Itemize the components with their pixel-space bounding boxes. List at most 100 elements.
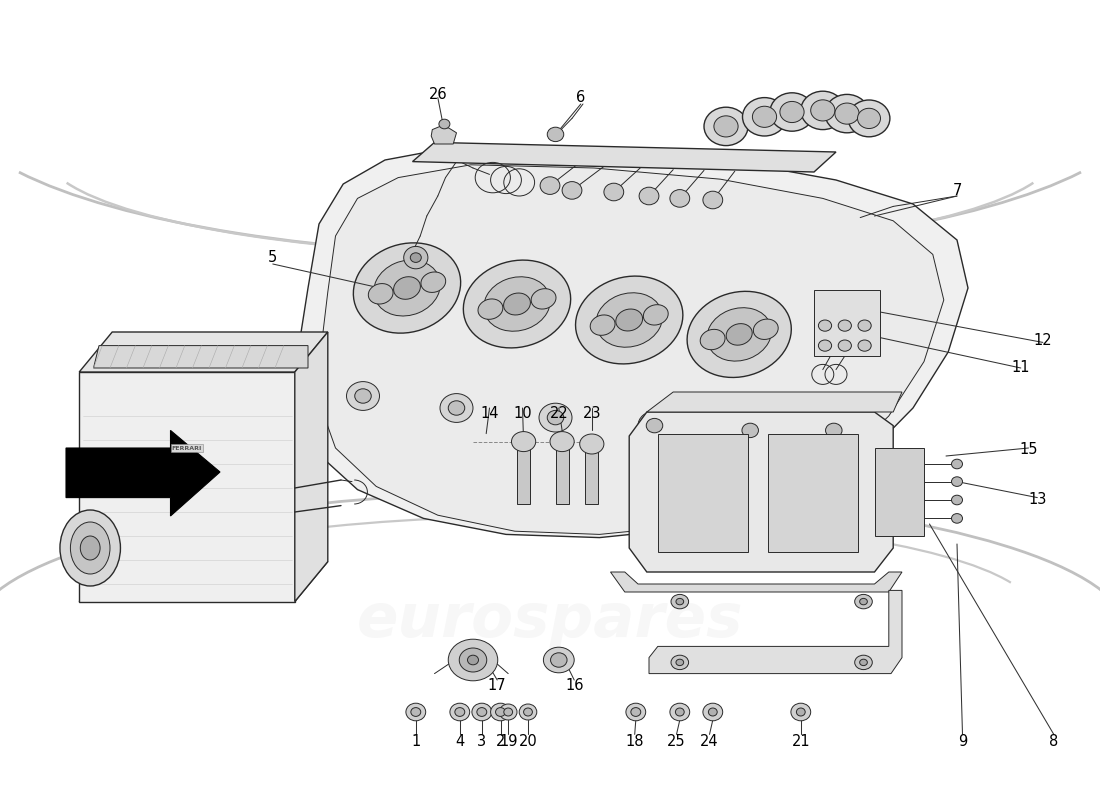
Ellipse shape [770,93,814,131]
Ellipse shape [838,340,851,351]
Ellipse shape [825,94,869,133]
Bar [768,434,858,552]
Text: 25: 25 [668,734,685,749]
Ellipse shape [354,389,372,403]
Polygon shape [319,165,944,534]
Ellipse shape [860,659,867,666]
Ellipse shape [463,260,571,348]
Ellipse shape [858,320,871,331]
Ellipse shape [707,308,771,361]
Text: 11: 11 [1012,361,1030,375]
Ellipse shape [703,191,723,209]
Text: 4: 4 [455,734,464,749]
Ellipse shape [848,100,890,137]
Ellipse shape [596,293,662,347]
Ellipse shape [791,703,811,721]
Ellipse shape [858,340,871,351]
Ellipse shape [742,98,786,136]
Text: 14: 14 [481,406,498,421]
Ellipse shape [714,116,738,137]
Ellipse shape [468,655,478,665]
Text: 5: 5 [268,250,277,265]
Polygon shape [874,448,924,536]
Polygon shape [79,562,328,602]
Ellipse shape [353,243,461,333]
Ellipse shape [406,703,426,721]
Ellipse shape [454,707,464,717]
Text: 6: 6 [576,90,585,105]
Text: 1: 1 [411,734,420,749]
Polygon shape [66,430,220,516]
Ellipse shape [478,299,503,319]
Ellipse shape [752,106,777,127]
Ellipse shape [504,708,513,716]
Ellipse shape [835,103,859,124]
Ellipse shape [499,704,517,720]
Text: 12: 12 [1034,333,1052,347]
Ellipse shape [440,394,473,422]
Ellipse shape [394,277,420,299]
Ellipse shape [855,655,872,670]
Ellipse shape [421,272,446,293]
Bar [658,434,748,552]
Ellipse shape [817,416,850,445]
Ellipse shape [671,655,689,670]
Bar [585,450,598,504]
Ellipse shape [860,598,867,605]
Text: 23: 23 [583,406,601,421]
Polygon shape [610,572,902,592]
Ellipse shape [639,187,659,205]
Text: 16: 16 [565,678,583,693]
Ellipse shape [855,594,872,609]
Ellipse shape [70,522,110,574]
Text: 9: 9 [958,734,967,749]
Polygon shape [412,142,836,172]
Ellipse shape [449,639,497,681]
Ellipse shape [688,291,791,378]
Ellipse shape [708,708,717,716]
Ellipse shape [460,648,486,672]
Ellipse shape [952,477,962,486]
Polygon shape [79,332,328,372]
Ellipse shape [838,320,851,331]
Ellipse shape [524,708,532,716]
Ellipse shape [548,127,563,142]
Text: 18: 18 [626,734,644,749]
Ellipse shape [734,416,767,445]
Ellipse shape [411,707,420,717]
Ellipse shape [477,707,486,717]
Ellipse shape [818,320,832,331]
Ellipse shape [404,246,428,269]
Ellipse shape [952,495,962,505]
Polygon shape [297,146,968,538]
Ellipse shape [410,253,421,262]
Ellipse shape [472,703,492,721]
Ellipse shape [638,411,671,440]
Ellipse shape [540,177,560,194]
Ellipse shape [704,107,748,146]
Text: eurospares: eurospares [348,261,752,323]
Ellipse shape [519,704,537,720]
Text: 20: 20 [518,734,538,749]
Text: 7: 7 [953,183,961,198]
Polygon shape [649,590,902,674]
Ellipse shape [670,190,690,207]
Polygon shape [94,346,308,368]
Ellipse shape [741,423,759,438]
Ellipse shape [818,340,832,351]
Text: 26: 26 [429,87,447,102]
Ellipse shape [675,659,683,666]
Ellipse shape [703,703,723,721]
Bar [814,290,880,356]
Ellipse shape [562,182,582,199]
Ellipse shape [504,293,530,315]
Ellipse shape [616,309,642,331]
Text: 13: 13 [1028,493,1046,507]
Ellipse shape [550,431,574,451]
Ellipse shape [626,703,646,721]
Ellipse shape [543,647,574,673]
Ellipse shape [952,514,962,523]
Ellipse shape [439,119,450,129]
Polygon shape [629,412,893,572]
Ellipse shape [450,703,470,721]
